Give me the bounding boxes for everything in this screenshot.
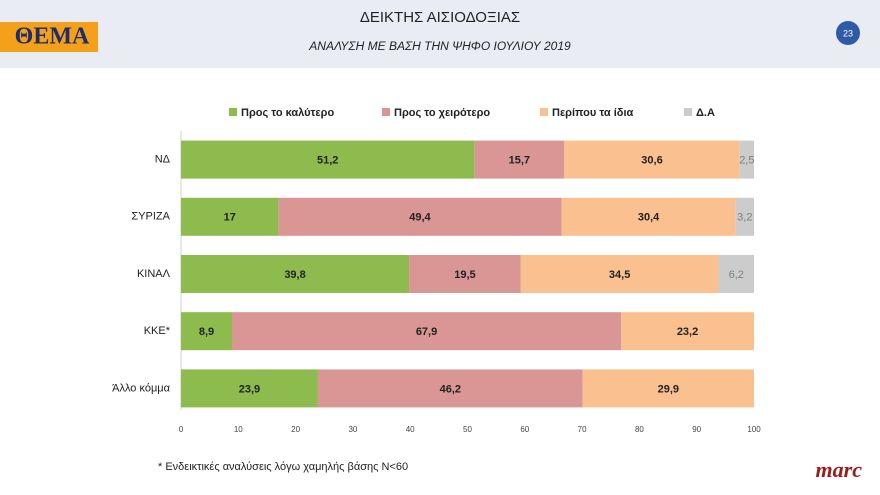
value-label: 8,9 (199, 326, 214, 338)
legend-swatch (382, 108, 390, 116)
page-number: 23 (843, 28, 853, 38)
x-tick-label: 10 (234, 425, 243, 434)
bar-segment (181, 369, 318, 408)
bar-segment (561, 197, 736, 236)
value-label: 23,2 (677, 326, 698, 338)
value-label: 51,2 (317, 155, 338, 167)
value-label: 23,9 (239, 383, 260, 395)
x-tick-label: 90 (692, 425, 701, 434)
bar-segment (564, 140, 740, 179)
legend-swatch (540, 108, 548, 116)
value-label: 19,5 (454, 269, 475, 281)
value-label: 34,5 (609, 269, 630, 281)
header-band (0, 0, 880, 68)
x-tick-label: 40 (406, 425, 415, 434)
y-tick-label: ΚΚΕ* (144, 325, 171, 337)
logo: ΘΕΜΑ (15, 24, 90, 50)
legend-label: Προς το χειρότερο (394, 107, 490, 119)
legend-label: Δ.Α (696, 107, 715, 119)
bar-segment (317, 369, 583, 408)
bar-segment (181, 140, 475, 179)
bar-segment (621, 312, 754, 351)
bar-segment (739, 140, 754, 179)
x-tick-label: 100 (747, 425, 761, 434)
value-label: 30,6 (641, 155, 662, 167)
bar-segment (181, 197, 279, 236)
bar-segment (582, 369, 754, 408)
value-label: 17 (224, 212, 236, 224)
bar-segment (520, 255, 719, 293)
value-label: 3,2 (737, 212, 752, 224)
value-label: 2,5 (739, 155, 754, 167)
page-badge (836, 21, 860, 45)
x-tick-label: 20 (291, 425, 300, 434)
x-tick-label: 70 (578, 425, 587, 434)
chart-title: ΔΕΙΚΤΗΣ ΑΙΣΙΟΔΟΞΙΑΣ (360, 9, 520, 26)
value-label: 67,9 (416, 326, 437, 338)
y-tick-label: Άλλο κόμμα (112, 382, 171, 394)
legend-swatch (684, 108, 692, 116)
value-label: 49,4 (409, 212, 431, 224)
logo-box (0, 22, 98, 52)
value-label: 15,7 (509, 155, 530, 167)
value-label: 30,4 (638, 212, 660, 224)
legend-label: Προς το καλύτερο (241, 107, 334, 119)
bar-segment (278, 197, 562, 236)
value-label: 39,8 (284, 269, 305, 281)
footnote: * Ενδεικτικές αναλύσεις λόγω χαμηλής βάσ… (158, 461, 408, 473)
legend-swatch (229, 108, 237, 116)
bar-segment (735, 197, 754, 236)
x-tick-label: 50 (463, 425, 472, 434)
brand: marc (816, 457, 863, 482)
chart-subtitle: ΑΝΑΛΥΣΗ ΜΕ ΒΑΣΗ ΤΗΝ ΨΗΦΟ ΙΟΥΛΙΟΥ 2019 (308, 39, 571, 53)
y-tick-label: ΚΙΝΑΛ (137, 268, 171, 280)
value-label: 46,2 (440, 383, 461, 395)
value-label: 6,2 (729, 269, 744, 281)
value-label: 29,9 (658, 383, 679, 395)
x-tick-label: 60 (520, 425, 529, 434)
y-tick-label: ΣΥΡΙΖΑ (131, 211, 170, 223)
y-tick-label: ΝΔ (155, 154, 171, 166)
bar-segment (474, 140, 565, 179)
legend-label: Περίπου τα ίδια (552, 107, 634, 119)
bar-segment (181, 312, 232, 351)
bar-segment (718, 255, 754, 293)
x-tick-label: 80 (635, 425, 644, 434)
bar-segment (231, 312, 622, 351)
x-tick-label: 30 (348, 425, 357, 434)
bar-segment (409, 255, 521, 293)
bar-segment (181, 255, 410, 293)
x-tick-label: 0 (179, 425, 184, 434)
